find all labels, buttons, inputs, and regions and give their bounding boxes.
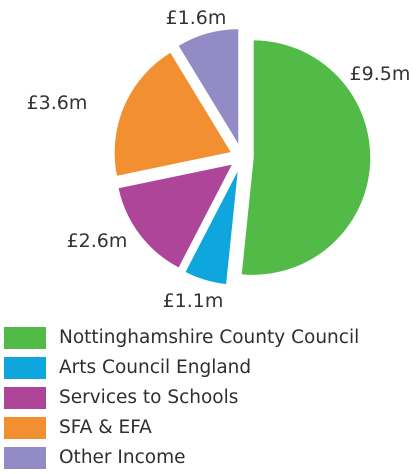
legend-label: Other Income	[59, 446, 186, 468]
legend-label: Nottinghamshire County Council	[59, 326, 360, 348]
pie-slice-nottinghamshire-county-council	[240, 38, 372, 277]
legend-swatch-sfa-and-efa	[4, 417, 46, 439]
legend-item-other-income: Other Income	[4, 443, 417, 473]
data-label-services-to-schools: £2.6m	[67, 230, 128, 252]
legend-swatch-other-income	[4, 447, 46, 469]
legend-swatch-nottinghamshire-county-council	[4, 327, 46, 349]
legend-item-arts-council-england: Arts Council England	[4, 353, 417, 383]
legend-label: Arts Council England	[59, 356, 252, 378]
legend-label: Services to Schools	[59, 386, 239, 408]
pie-slice-services-to-schools	[116, 162, 234, 270]
chart-legend: Nottinghamshire County Council Arts Counc…	[4, 323, 417, 473]
data-label-arts-council-england: £1.1m	[163, 290, 224, 312]
legend-swatch-arts-council-england	[4, 357, 46, 379]
data-label-nottinghamshire-county-council: £9.5m	[350, 63, 411, 85]
legend-item-services-to-schools: Services to Schools	[4, 383, 417, 413]
data-label-other-income: £1.6m	[166, 7, 227, 29]
legend-label: SFA & EFA	[59, 416, 152, 438]
legend-item-nottinghamshire-county-council: Nottinghamshire County Council	[4, 323, 417, 353]
legend-item-sfa-and-efa: SFA & EFA	[4, 413, 417, 443]
pie-data-labels: £9.5m £1.1m £2.6m £3.6m £1.6m	[27, 7, 411, 312]
pie-slice-other-income	[176, 27, 240, 148]
data-label-sfa-and-efa: £3.6m	[27, 92, 88, 114]
legend-swatch-services-to-schools	[4, 387, 46, 409]
pie-slices	[113, 27, 372, 286]
pie-slice-sfa-and-efa	[113, 51, 233, 178]
pie-slice-arts-council-england	[183, 166, 240, 286]
